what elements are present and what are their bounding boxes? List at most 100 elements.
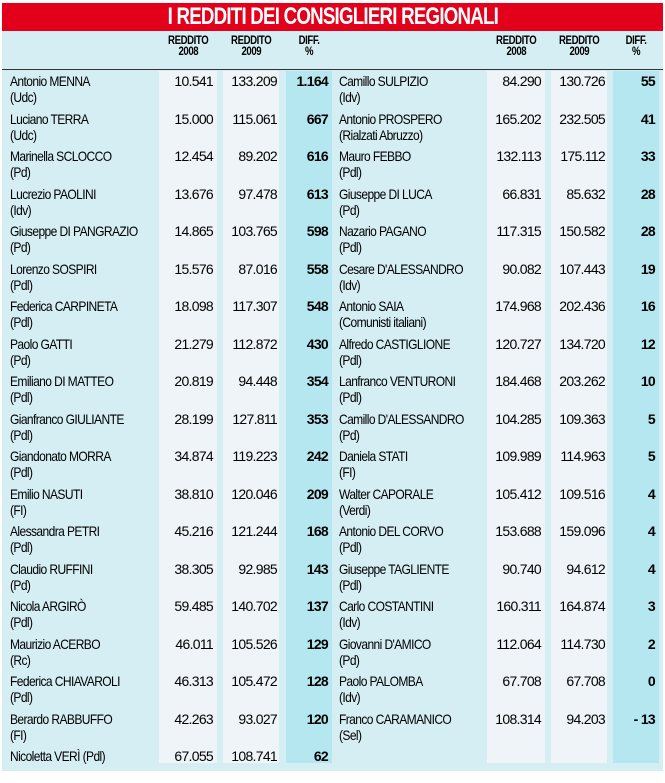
councillor-name-cell: Luciano TERRA (Udc)	[10, 111, 89, 143]
income-2008: 67.708	[502, 673, 541, 689]
councillor-name: Walter CAPORALE	[339, 485, 434, 502]
income-2009: 127.811	[232, 410, 277, 427]
income-2008: 108.314	[495, 710, 541, 727]
councillor-name: Antonio DEL CORVO	[339, 523, 444, 539]
table-row: Emiliano DI MATTEO (Pdl) 20.819 94.448 354	[2, 371, 333, 408]
income-2008: 184.468	[495, 373, 541, 389]
income-2009: 120.046	[231, 485, 277, 502]
councillor-name: Giandonato MORRA	[10, 448, 111, 464]
councillor-name-cell: Claudio RUFFINI (Pd)	[10, 561, 93, 593]
income-2009: 97.478	[238, 185, 277, 202]
table-row: Berardo RABBUFFO (FI) 42.263 93.027 120	[2, 709, 333, 746]
councillor-name: Nazario PAGANO	[339, 223, 427, 239]
diff-percent: 667	[306, 110, 329, 127]
diff-percent: 120	[306, 710, 329, 727]
header-2009: REDDITO 2009	[558, 33, 600, 58]
table-row: Giuseppe DI LUCA (Pd) 66.831 85.632 28	[333, 184, 663, 221]
income-2009: 150.582	[559, 223, 605, 239]
column-diff-strip	[286, 71, 332, 763]
party: (Pd)	[10, 576, 31, 593]
councillor-name-cell: Antonio DEL CORVO (Pdl)	[339, 523, 444, 555]
table-row: Maurizio ACERBO (Rc) 46.011 105.526 129	[2, 634, 333, 671]
councillor-name: Daniela STATI	[339, 448, 408, 464]
income-2008: 174.968	[495, 298, 541, 314]
party: (Pdl)	[339, 351, 362, 368]
income-2008: 21.279	[174, 335, 213, 352]
councillor-name-cell: Antonio MENNA (Udc)	[10, 73, 90, 105]
table-row: Emilio NASUTI (FI) 38.810 120.046 209	[2, 484, 333, 521]
party: (Verdi)	[339, 501, 371, 518]
income-2008: 90.082	[502, 260, 541, 277]
income-2008: 12.454	[174, 148, 213, 164]
table-row: Giuseppe DI PANGRAZIO (Pd) 14.865 103.765 59…	[2, 221, 333, 258]
income-2009: 232.505	[559, 110, 605, 127]
diff-percent: 548	[306, 298, 329, 314]
table-row: Franco CARAMANICO (Sel) 108.314 94.203 - 13	[333, 709, 663, 746]
header-2009: REDDITO 2009	[230, 33, 272, 58]
table-row: Daniela STATI (FI) 109.989 114.963 5	[333, 446, 663, 483]
party: (Pd)	[10, 239, 31, 255]
councillor-name: Antonio MENNA	[10, 73, 90, 89]
income-2008: 67.055	[174, 748, 213, 764]
party: (Sel)	[339, 726, 362, 743]
councillor-name-cell: Paolo GATTI (Pd)	[10, 336, 73, 368]
councillor-name-cell: Lorenzo SOSPIRI (Pdl)	[10, 261, 97, 293]
diff-percent: 55	[640, 73, 656, 89]
right-table: REDDITO 2008 REDDITO 2009 DIFF.% Camillo S…	[333, 31, 663, 771]
councillor-name: Giuseppe TAGLIENTE	[339, 560, 449, 577]
party: (FI)	[10, 501, 27, 518]
table-row: Marinella SCLOCCO (Pd) 12.454 89.202 616	[2, 146, 333, 183]
table-row: Cesare D'ALESSANDRO (Idv) 90.082 107.443 19	[333, 259, 663, 296]
councillor-name-cell: Antonio PROSPERO (Rialzati Abruzzo)	[339, 111, 442, 143]
councillor-name: Carlo COSTANTINI	[339, 598, 434, 614]
income-2009: 93.027	[238, 710, 277, 727]
councillor-name: Federica CHIAVAROLI	[10, 673, 120, 689]
header-diff: DIFF.%	[298, 33, 320, 58]
party: (Pdl)	[339, 389, 362, 405]
income-2009: 108.741	[231, 748, 277, 764]
table-row: Antonio DEL CORVO (Pdl) 153.688 159.096 4	[333, 521, 663, 558]
diff-percent: 616	[306, 148, 329, 164]
table-row: Paolo GATTI (Pd) 21.279 112.872 430	[2, 334, 333, 371]
diff-percent: 3	[647, 598, 656, 614]
councillor-name-cell: Berardo RABBUFFO (FI)	[10, 711, 113, 743]
income-2009: 109.363	[559, 410, 605, 427]
income-2008: 20.819	[174, 373, 213, 389]
councillor-name: Emiliano DI MATTEO	[10, 373, 114, 389]
income-2008: 112.064	[496, 635, 541, 652]
table-row: Federica CARPINETA (Pdl) 18.098 117.307 548	[2, 296, 333, 333]
income-2008: 15.000	[174, 110, 213, 127]
party: (Idv)	[339, 614, 361, 630]
income-2008: 15.576	[174, 260, 213, 277]
income-2009: 92.985	[238, 560, 277, 577]
party: (Udc)	[10, 89, 37, 105]
table-row: Nicoletta VERÌ (Pdl) 67.055 108.741 62	[2, 746, 333, 783]
councillor-name: Giuseppe DI LUCA	[339, 185, 432, 202]
income-2009: 140.702	[231, 598, 277, 614]
diff-percent: 430	[306, 335, 329, 352]
diff-percent: 1.164	[296, 73, 328, 89]
party: (Pdl)	[339, 239, 362, 255]
income-2008: 14.865	[174, 223, 213, 239]
party: (Pdl)	[10, 689, 33, 705]
table-row: Antonio SAIA (Comunisti italiani) 174.968 2…	[333, 296, 663, 333]
party: (Rc)	[10, 651, 31, 668]
diff-percent: 4	[647, 523, 656, 539]
income-2008: 38.810	[174, 485, 213, 502]
party: (Pd)	[339, 426, 360, 443]
diff-percent: 129	[306, 635, 329, 652]
income-2009: 94.448	[238, 373, 277, 389]
party: (Pd)	[339, 651, 360, 668]
councillor-name-cell: Giuseppe DI PANGRAZIO (Pd)	[10, 223, 138, 255]
income-2009: 203.262	[559, 373, 605, 389]
party: (Pdl)	[10, 426, 33, 443]
diff-percent: 242	[306, 448, 329, 464]
column-2009-strip	[551, 71, 607, 763]
councillor-name: Mauro FEBBO	[339, 148, 411, 164]
councillor-name: Emilio NASUTI	[10, 485, 83, 502]
page-title: I REDDITI DEI CONSIGLIERI REGIONALI	[2, 3, 663, 31]
councillor-name: Giovanni D'AMICO	[339, 635, 431, 652]
councillor-name: Lorenzo SOSPIRI	[10, 260, 97, 277]
councillor-name-cell: Gianfranco GIULIANTE (Pdl)	[10, 411, 124, 443]
diff-percent: - 13	[633, 710, 656, 727]
